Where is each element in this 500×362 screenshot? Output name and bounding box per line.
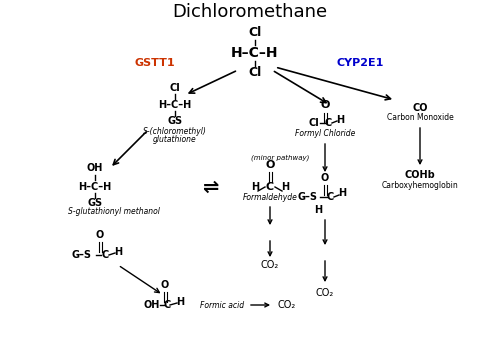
Text: ⇌: ⇌ bbox=[202, 177, 218, 197]
Text: glutathione: glutathione bbox=[153, 135, 197, 143]
Text: H: H bbox=[338, 188, 346, 198]
Text: OH: OH bbox=[144, 300, 160, 310]
Text: Formyl Chloride: Formyl Chloride bbox=[295, 130, 355, 139]
Text: CO₂: CO₂ bbox=[316, 288, 334, 298]
Text: Carbon Monoxide: Carbon Monoxide bbox=[386, 114, 454, 122]
Text: O: O bbox=[161, 280, 169, 290]
Text: Carboxyhemoglobin: Carboxyhemoglobin bbox=[382, 181, 458, 190]
Text: O: O bbox=[266, 160, 274, 170]
Text: S-glutathionyl methanol: S-glutathionyl methanol bbox=[68, 207, 160, 216]
Text: H: H bbox=[281, 182, 289, 192]
Text: CO₂: CO₂ bbox=[261, 260, 279, 270]
Text: Cl: Cl bbox=[248, 66, 262, 79]
Text: C: C bbox=[266, 182, 274, 192]
Text: Cl: Cl bbox=[308, 118, 320, 128]
Text: CYP2E1: CYP2E1 bbox=[336, 58, 384, 68]
Text: C: C bbox=[326, 192, 334, 202]
Text: H–C–H: H–C–H bbox=[231, 46, 279, 60]
Text: H: H bbox=[114, 247, 122, 257]
Text: G–S: G–S bbox=[72, 250, 92, 260]
Text: (minor pathway): (minor pathway) bbox=[251, 155, 309, 161]
Text: Formic acid: Formic acid bbox=[200, 300, 244, 310]
Text: H: H bbox=[251, 182, 259, 192]
Text: O: O bbox=[321, 173, 329, 183]
Text: COHb: COHb bbox=[404, 170, 436, 180]
Text: CO: CO bbox=[412, 103, 428, 113]
Text: OH: OH bbox=[87, 163, 103, 173]
Text: G–S: G–S bbox=[298, 192, 318, 202]
Text: Formaldehyde: Formaldehyde bbox=[242, 194, 298, 202]
Text: H–C–H: H–C–H bbox=[158, 100, 192, 110]
Text: O: O bbox=[96, 230, 104, 240]
Text: Dichloromethane: Dichloromethane bbox=[172, 3, 328, 21]
Text: Cl: Cl bbox=[170, 83, 180, 93]
Text: C: C bbox=[164, 300, 170, 310]
Text: C: C bbox=[324, 118, 332, 128]
Text: O: O bbox=[320, 100, 330, 110]
Text: H: H bbox=[336, 115, 344, 125]
Text: H: H bbox=[314, 205, 322, 215]
Text: CO₂: CO₂ bbox=[278, 300, 296, 310]
Text: GS: GS bbox=[168, 116, 182, 126]
Text: GSTT1: GSTT1 bbox=[134, 58, 175, 68]
Text: H: H bbox=[176, 297, 184, 307]
Text: C: C bbox=[102, 250, 108, 260]
Text: Cl: Cl bbox=[248, 25, 262, 38]
Text: S-(chloromethyl): S-(chloromethyl) bbox=[143, 126, 207, 135]
Text: GS: GS bbox=[88, 198, 102, 208]
Text: H–C–H: H–C–H bbox=[78, 182, 112, 192]
